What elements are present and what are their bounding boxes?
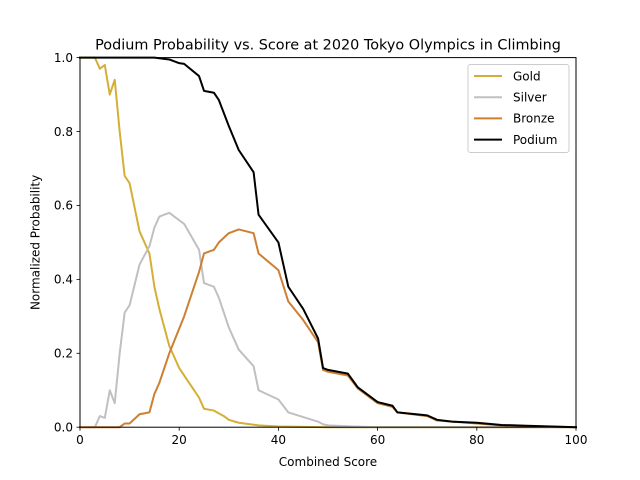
series-line-silver <box>79 211 577 429</box>
legend-box <box>467 64 570 153</box>
legend-label-podium: Podium <box>513 133 557 147</box>
y-axis-label: Normalized Probability <box>29 175 43 310</box>
x-tick-label: 0 <box>76 433 84 447</box>
legend: Gold Silver Bronze Podium <box>467 64 570 153</box>
y-tick-label: 0.6 <box>54 199 73 213</box>
y-tick-label: 0.2 <box>54 347 73 361</box>
chart-title: Podium Probability vs. Score at 2020 Tok… <box>95 38 561 54</box>
plot-frame <box>79 57 577 428</box>
series-line-podium <box>79 56 578 429</box>
x-axis: 0 20 40 60 80 100 <box>76 427 587 447</box>
legend-label-bronze: Bronze <box>513 112 555 126</box>
legend-label-silver: Silver <box>513 91 547 105</box>
x-tick-label: 40 <box>271 433 286 447</box>
x-axis-label: Combined Score <box>279 455 377 469</box>
x-tick-label: 60 <box>370 433 385 447</box>
x-tick-label: 100 <box>565 433 588 447</box>
y-tick-label: 0.8 <box>54 125 73 139</box>
y-axis: 0.0 0.2 0.4 0.6 0.8 1.0 <box>54 51 80 435</box>
series-line-gold <box>79 56 577 429</box>
series-layer <box>79 56 578 429</box>
y-tick-label: 0.0 <box>54 421 73 435</box>
legend-label-gold: Gold <box>513 69 541 83</box>
x-tick-label: 80 <box>469 433 484 447</box>
y-tick-label: 0.4 <box>54 273 73 287</box>
y-tick-label: 1.0 <box>54 51 73 65</box>
x-tick-label: 20 <box>172 433 187 447</box>
